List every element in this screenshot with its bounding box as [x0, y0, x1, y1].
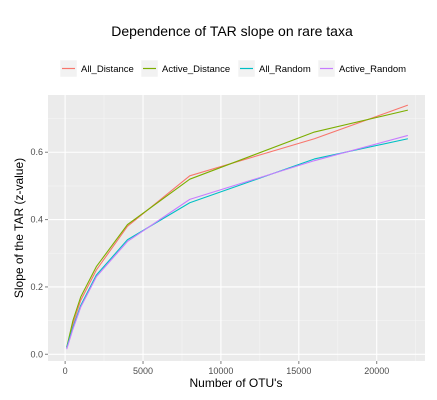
legend-label: All_Distance: [81, 64, 134, 75]
x-tick-label: 20000: [364, 366, 389, 376]
y-tick-label: 0.6: [30, 147, 43, 157]
series-lines: [66, 104, 409, 350]
series-line-all-random: [66, 138, 408, 348]
y-axis-title: Slope of the TAR (z-value): [12, 158, 26, 298]
y-tick-label: 0.0: [30, 349, 43, 359]
x-axis-ticks: 0 5000 10000 15000 20000: [63, 361, 389, 376]
series-line-active-random: [66, 134, 409, 350]
x-tick-label: 5000: [133, 366, 153, 376]
legend-label: All_Random: [259, 64, 311, 75]
x-axis-title: Number of OTU's: [190, 376, 283, 390]
grid-minor: [48, 95, 425, 361]
legend-item-active-distance: Active_Distance: [140, 59, 230, 78]
legend-label: Active_Random: [339, 64, 406, 75]
legend-label: Active_Distance: [162, 64, 230, 75]
legend-item-all-random: All_Random: [237, 59, 311, 78]
legend-item-active-random: Active_Random: [317, 59, 406, 78]
legend: All_Distance Active_Distance All_Random Act…: [59, 59, 406, 78]
x-tick-label: 15000: [286, 366, 311, 376]
x-tick-label: 0: [63, 366, 68, 376]
series-line-all-distance: [66, 104, 409, 348]
legend-item-all-distance: All_Distance: [59, 59, 134, 78]
plot-panel: [48, 95, 425, 361]
grid-major: [48, 95, 425, 361]
y-axis-ticks: 0.0 0.2 0.4 0.6: [30, 147, 48, 359]
y-tick-label: 0.4: [30, 215, 43, 225]
series-line-active-distance: [66, 109, 408, 348]
y-tick-label: 0.2: [30, 282, 43, 292]
x-tick-label: 10000: [208, 366, 233, 376]
chart-title: Dependence of TAR slope on rare taxa: [111, 23, 353, 39]
